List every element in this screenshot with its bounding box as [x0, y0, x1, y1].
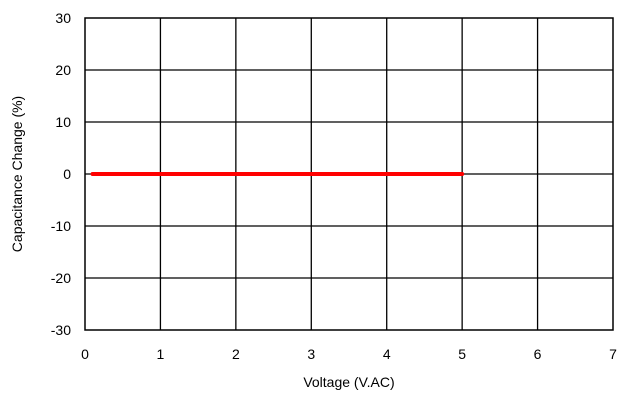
- x-tick-label: 2: [232, 346, 240, 362]
- x-tick-label: 6: [534, 346, 542, 362]
- x-tick-label: 5: [458, 346, 466, 362]
- y-tick-label: 30: [55, 10, 71, 26]
- y-axis-tick-labels: 30 20 10 0 -10 -20 -30: [51, 10, 71, 338]
- y-tick-label: 0: [63, 166, 71, 182]
- x-tick-label: 4: [383, 346, 391, 362]
- x-tick-label: 7: [609, 346, 617, 362]
- y-axis-label: Capacitance Change (%): [9, 96, 25, 252]
- x-tick-label: 3: [307, 346, 315, 362]
- y-tick-label: 20: [55, 62, 71, 78]
- y-tick-label: -30: [51, 322, 71, 338]
- y-tick-label: 10: [55, 114, 71, 130]
- x-tick-label: 0: [81, 346, 89, 362]
- x-axis-label: Voltage (V.AC): [303, 374, 394, 390]
- y-tick-label: -10: [51, 218, 71, 234]
- y-tick-label: -20: [51, 270, 71, 286]
- plot-area-frame: [84, 17, 614, 331]
- x-axis-tick-labels: 0 1 2 3 4 5 6 7: [81, 346, 617, 362]
- x-tick-label: 1: [157, 346, 165, 362]
